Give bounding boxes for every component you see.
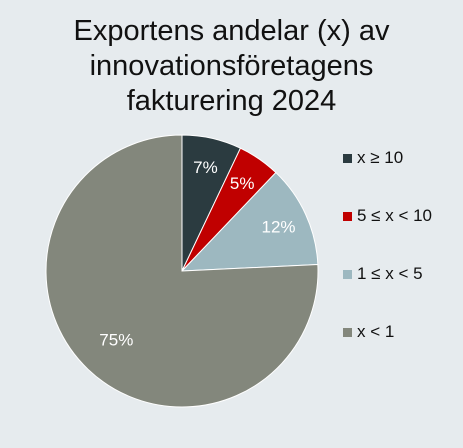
pie-data-label-3: 75% <box>99 330 133 349</box>
pie-data-label-1: 5% <box>230 174 255 193</box>
legend-swatch-0 <box>343 153 352 163</box>
legend-swatch-3 <box>343 327 352 337</box>
chart-title-line-2: innovationsföretagens <box>89 50 374 82</box>
legend-label-3: x < 1 <box>357 322 395 341</box>
pie-slice-3 <box>45 134 319 408</box>
legend-item-0: x ≥ 10 <box>343 148 403 168</box>
chart-title-line-3: fakturering 2024 <box>126 85 337 117</box>
legend-item-2: 1 ≤ x < 5 <box>343 264 423 284</box>
legend-label-2: 1 ≤ x < 5 <box>357 264 423 283</box>
chart-title-line-1: Exportens andelar (x) av <box>73 15 390 47</box>
pie-data-label-2: 12% <box>261 217 295 236</box>
legend-item-3: x < 1 <box>343 322 394 342</box>
chart-title: Exportens andelar (x) av innovationsföre… <box>0 14 463 119</box>
legend-label-0: x ≥ 10 <box>357 148 404 167</box>
legend-swatch-1 <box>343 211 352 221</box>
pie-data-label-0: 7% <box>193 158 218 177</box>
pie-slice-2 <box>180 171 319 272</box>
legend-label-1: 5 ≤ x < 10 <box>357 206 433 225</box>
legend-item-1: 5 ≤ x < 10 <box>343 206 432 226</box>
legend-swatch-2 <box>343 269 352 279</box>
